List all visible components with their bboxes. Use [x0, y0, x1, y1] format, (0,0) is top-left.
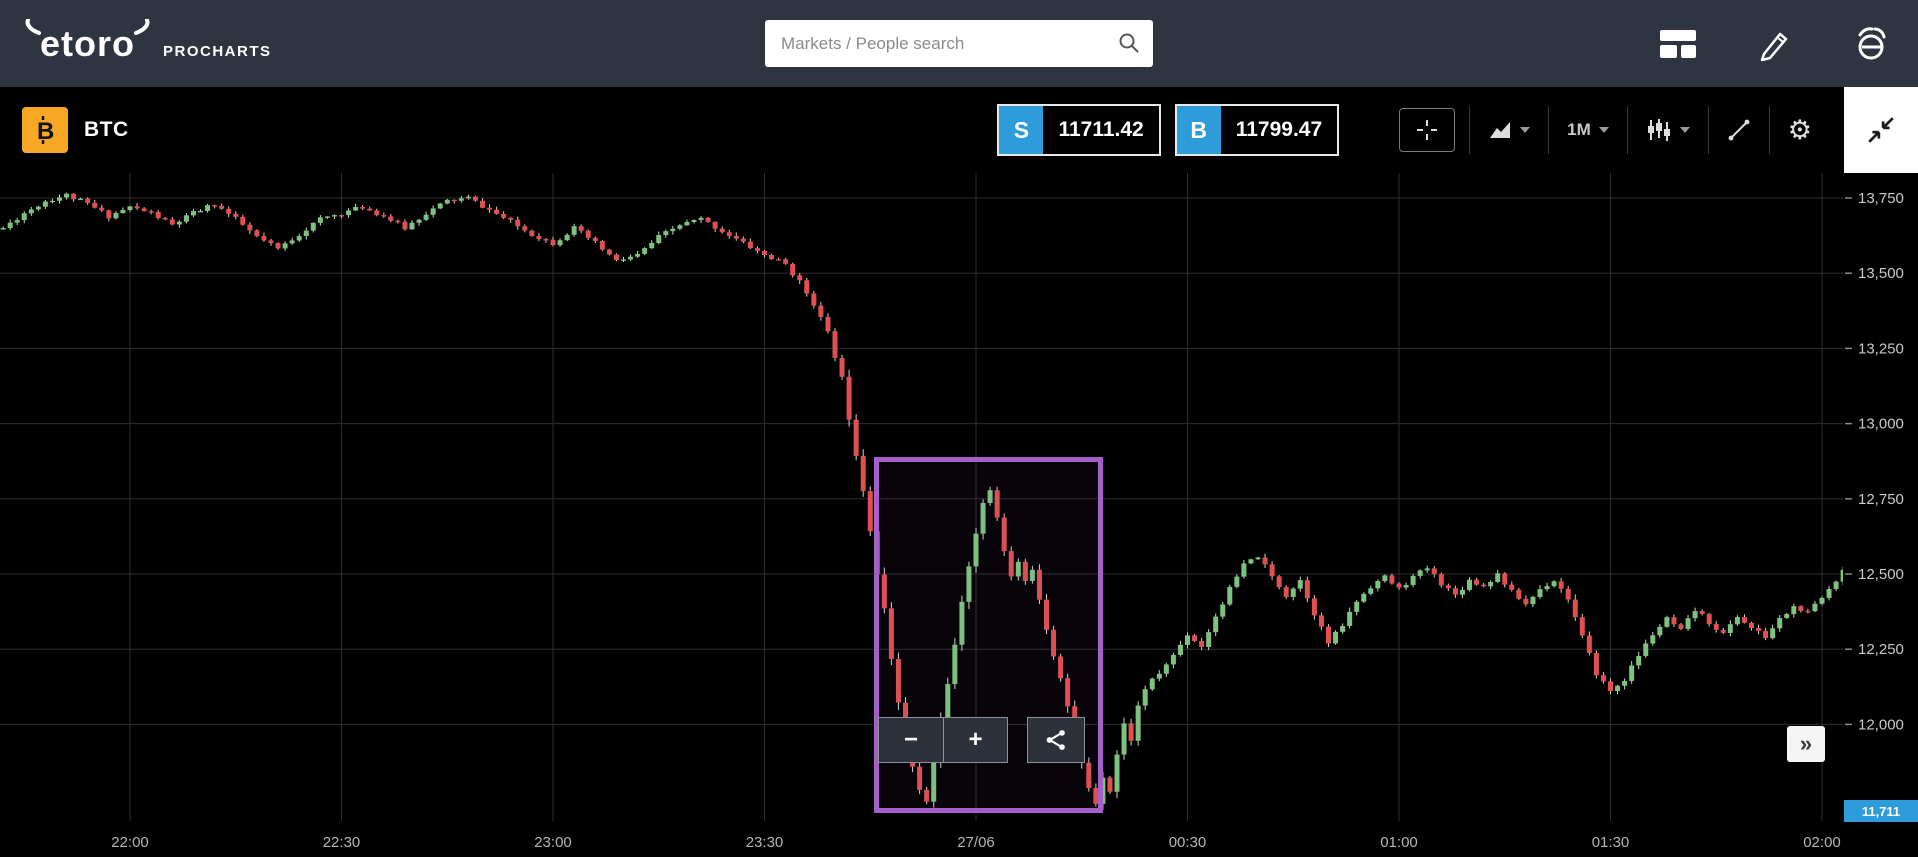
logo-text: etoro	[40, 22, 135, 64]
buy-badge: B	[1176, 106, 1221, 154]
chart-toolbar: B BTC S 11711.42 B 11799.47	[0, 87, 1918, 173]
trade-buttons: S 11711.42 B 11799.47	[997, 104, 1340, 156]
x-axis-label: 01:30	[1592, 834, 1630, 851]
y-axis-label: 12,500	[1858, 566, 1904, 583]
interval-label: 1M	[1567, 120, 1591, 139]
collapse-chart-button[interactable]	[1844, 87, 1918, 173]
sell-badge: S	[999, 106, 1044, 154]
candles	[0, 192, 1846, 810]
symbol-label: BTC	[84, 118, 129, 141]
last-price-tag: 11,711	[1844, 800, 1918, 823]
y-axis-label: 12,250	[1858, 641, 1904, 658]
etoro-logo[interactable]: etoro PROCHARTS	[25, 18, 272, 65]
x-axis-label: 02:00	[1803, 834, 1841, 851]
zoom-in-button[interactable]: +	[943, 718, 1007, 762]
y-axis-label: 13,500	[1858, 265, 1904, 282]
share-button[interactable]	[1027, 717, 1085, 763]
chart-region: 13,750 13,500 13,250 13,000 12,750 12,500 12,2…	[0, 173, 1918, 857]
bull-horn-left-icon	[25, 18, 41, 35]
x-axis-label: 23:30	[746, 834, 784, 851]
pencil-icon[interactable]	[1756, 26, 1792, 62]
share-icon	[1046, 730, 1065, 750]
price-axis	[1843, 173, 1918, 857]
zoom-out-button[interactable]: −	[879, 718, 943, 762]
collapse-icon	[1868, 117, 1894, 143]
sell-price: 11711.42	[1058, 118, 1144, 141]
y-axis-label: 12,750	[1858, 491, 1904, 508]
procharts-label: PROCHARTS	[163, 42, 272, 60]
chevron-down-icon	[1679, 127, 1690, 133]
zoom-controls: − +	[878, 717, 1008, 763]
chevron-down-icon	[1520, 127, 1531, 133]
drawing-tools-button[interactable]	[1709, 106, 1769, 154]
sell-button[interactable]: S 11711.42	[997, 104, 1161, 156]
btc-icon: B	[22, 107, 68, 153]
settings-button[interactable]: ⚙	[1770, 106, 1830, 154]
instrument-header: B BTC	[22, 107, 129, 153]
chart-tools: 1M ⚙	[1399, 106, 1830, 154]
x-axis-label: 27/06	[957, 834, 995, 851]
expand-panel-button[interactable]: »	[1787, 726, 1825, 762]
top-bar: etoro PROCHARTS	[0, 0, 1918, 87]
bull-horn-right-icon	[134, 18, 150, 35]
search-icon[interactable]	[1117, 31, 1141, 55]
x-axis-label: 22:30	[323, 834, 361, 851]
y-axis-label: 12,000	[1858, 716, 1904, 733]
crosshair-button[interactable]	[1399, 108, 1456, 152]
x-axis-label: 01:00	[1380, 834, 1418, 851]
search-box	[765, 20, 1153, 67]
x-axis-label: 23:00	[534, 834, 572, 851]
indicators-dropdown[interactable]	[1628, 106, 1708, 154]
search-input[interactable]	[765, 20, 1153, 67]
buy-price: 11799.47	[1235, 118, 1323, 141]
x-axis-label: 22:00	[111, 834, 149, 851]
layout-icon[interactable]	[1658, 28, 1698, 60]
interval-dropdown[interactable]: 1M	[1549, 106, 1627, 154]
buy-button[interactable]: B 11799.47	[1174, 104, 1340, 156]
y-axis-label: 13,750	[1858, 190, 1904, 207]
indicators-icon	[1647, 119, 1670, 141]
trendline-icon	[1728, 119, 1750, 141]
y-axis-label: 13,250	[1858, 340, 1904, 357]
crosshair-icon	[1417, 120, 1438, 140]
chart-type-icon	[1490, 122, 1511, 138]
chevron-down-icon	[1598, 127, 1609, 133]
svg-text:B: B	[37, 118, 54, 145]
chart-type-dropdown[interactable]	[1470, 106, 1548, 154]
etoro-bull-icon[interactable]	[1850, 23, 1892, 65]
x-axis-label: 00:30	[1169, 834, 1207, 851]
time-axis	[0, 821, 1844, 857]
y-axis-label: 13,000	[1858, 416, 1904, 433]
gear-icon: ⚙	[1787, 114, 1812, 146]
